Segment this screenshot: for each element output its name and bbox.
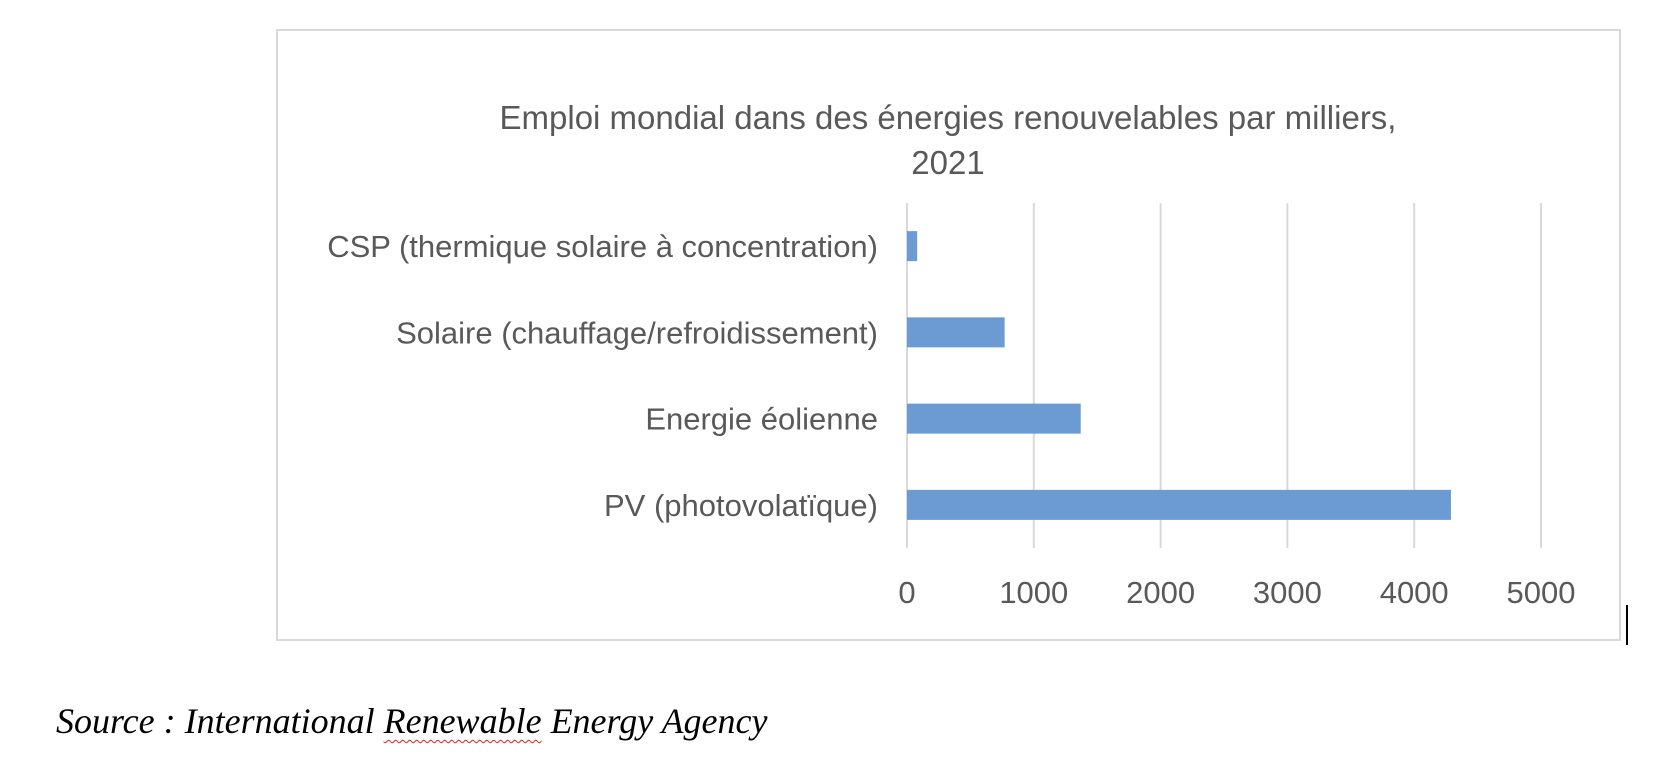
category-label: PV (photovolatïque) <box>604 488 878 523</box>
category-label: CSP (thermique solaire à concentration) <box>327 229 878 264</box>
x-tick-label: 1000 <box>999 575 1068 610</box>
text-cursor <box>1626 605 1628 645</box>
bar <box>907 317 1005 348</box>
category-labels: CSP (thermique solaire à concentration) S… <box>327 229 878 523</box>
x-tick-label: 3000 <box>1253 575 1322 610</box>
chart-title: Emploi mondial dans des énergies renouve… <box>500 99 1397 136</box>
x-tick-label: 5000 <box>1507 575 1576 610</box>
bar <box>907 231 918 262</box>
chart-frame: Emploi mondial dans des énergies renouve… <box>276 29 1621 641</box>
bar <box>907 489 1451 520</box>
x-axis-tick-labels: 0 1000 2000 3000 4000 5000 <box>898 575 1575 610</box>
bars <box>907 231 1451 520</box>
category-label: Energie éolienne <box>645 402 878 437</box>
x-tick-label: 4000 <box>1380 575 1449 610</box>
spellcheck-flagged-word: Renewable <box>383 701 542 741</box>
category-label: Solaire (chauffage/refroidissement) <box>396 315 878 350</box>
chart-title-line2: 2021 <box>911 144 984 181</box>
x-tick-label: 2000 <box>1126 575 1195 610</box>
source-note: Source : International Renewable Energy … <box>56 700 767 742</box>
bar-chart: Emploi mondial dans des énergies renouve… <box>327 99 1575 610</box>
source-suffix: Energy Agency <box>541 701 768 741</box>
source-prefix: Source : International <box>56 701 384 741</box>
bar <box>907 403 1081 434</box>
x-tick-label: 0 <box>898 575 915 610</box>
